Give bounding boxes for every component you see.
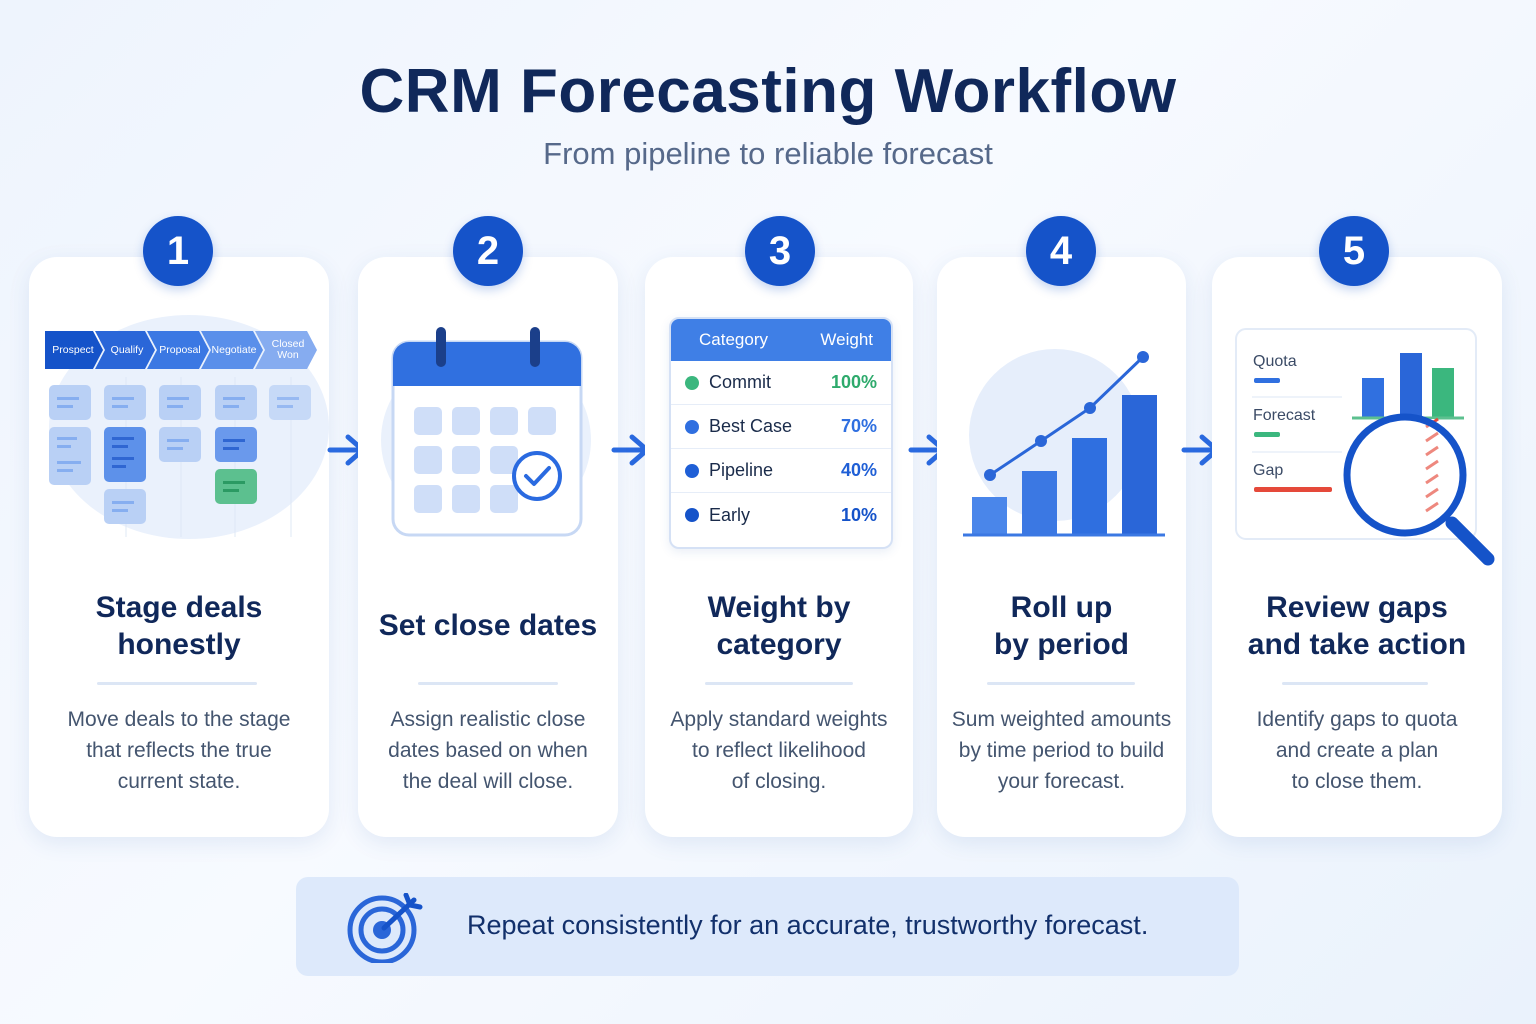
page-subtitle: From pipeline to reliable forecast <box>543 136 993 171</box>
weight-table: Category Weight Commit 100% Best Case 70… <box>669 317 893 549</box>
step-title: Set close dates <box>378 609 598 642</box>
divider <box>1282 682 1428 685</box>
weight-row-pipeline: Pipeline 40% <box>671 449 891 493</box>
trend-chart-icon <box>937 257 1186 557</box>
magnifier-icon <box>1343 413 1495 566</box>
step-card-2: Set close dates Assign realistic close d… <box>358 257 618 837</box>
kanban-cards <box>49 377 311 537</box>
step-title: Roll up by period <box>993 591 1129 661</box>
step-card-1: Prospect Qualify Proposal Negotiate Clos… <box>29 257 329 837</box>
weight-row-commit: Commit 100% <box>671 361 891 405</box>
step-description: Identify gaps to quota and create a plan… <box>1256 708 1458 793</box>
legend-quota-label: Quota <box>1253 353 1297 370</box>
step-title: Weight by category <box>707 591 851 661</box>
divider <box>987 682 1135 685</box>
status-dot-icon <box>685 508 699 522</box>
stage-qualify: Qualify <box>95 331 155 369</box>
status-dot-icon <box>685 463 699 478</box>
divider <box>97 682 257 685</box>
stage-prospect: Prospect <box>45 331 103 369</box>
step-description: Apply standard weights to reflect likeli… <box>670 708 888 793</box>
footer-banner: Repeat consistently for an accurate, tru… <box>296 877 1239 976</box>
page-title: CRM Forecasting Workflow <box>359 57 1177 126</box>
status-dot-icon <box>685 419 699 434</box>
step-card-3: Category Weight Commit 100% Best Case 70… <box>645 257 913 837</box>
step-title: Review gaps and take action <box>1247 591 1467 661</box>
legend-forecast-label: Forecast <box>1253 407 1316 424</box>
step-number-badge-5: 5 <box>1319 216 1389 286</box>
step-number-badge-2: 2 <box>453 216 523 286</box>
header-category: Category <box>699 330 768 349</box>
stage-negotiate: Negotiate <box>201 331 263 369</box>
target-icon <box>347 893 423 963</box>
status-dot-icon <box>685 375 699 390</box>
header-weight: Weight <box>820 330 873 349</box>
step-description: Sum weighted amounts by time period to b… <box>951 708 1172 793</box>
footer-text: Repeat consistently for an accurate, tru… <box>467 910 1149 940</box>
stage-proposal: Proposal <box>147 331 209 369</box>
weight-row-best-case: Best Case 70% <box>671 405 891 449</box>
step-description: Assign realistic close dates based on wh… <box>388 708 588 793</box>
step-title: Stage deals honestly <box>95 591 263 661</box>
step-number-badge-1: 1 <box>143 216 213 286</box>
step-number-badge-3: 3 <box>745 216 815 286</box>
divider <box>705 682 853 685</box>
stage-closed-won: Closed Won <box>255 331 317 369</box>
step-card-4: Roll up by period Sum weighted amounts b… <box>937 257 1186 837</box>
divider <box>418 682 558 685</box>
stage-bar: Prospect Qualify Proposal Negotiate Clos… <box>45 331 309 369</box>
weight-table-header: Category Weight <box>671 319 891 361</box>
step-card-5: Quota Forecast Gap Review gaps and take … <box>1212 257 1502 837</box>
calendar-icon <box>358 257 618 557</box>
legend-gap-label: Gap <box>1253 462 1284 479</box>
pipeline-illustration: Prospect Qualify Proposal Negotiate Clos… <box>29 257 329 557</box>
weight-row-early: Early 10% <box>671 493 891 537</box>
step-description: Move deals to the stage that reflects th… <box>67 708 291 793</box>
gap-review-illustration: Quota Forecast Gap <box>1212 257 1502 567</box>
step-number-badge-4: 4 <box>1026 216 1096 286</box>
